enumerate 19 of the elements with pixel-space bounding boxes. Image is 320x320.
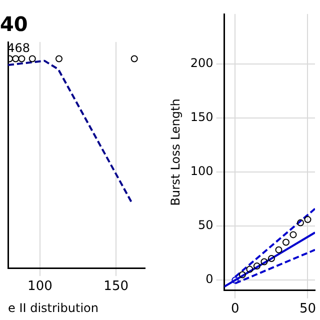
point: [238, 271, 246, 278]
point: [260, 258, 268, 266]
y-tick-label: 150: [190, 110, 214, 124]
y-tick-label: 50: [198, 218, 214, 232]
chart-title: 40: [0, 12, 28, 36]
y-tick-label: 100: [190, 164, 214, 178]
y-tick-label: 200: [190, 56, 214, 70]
point: [246, 266, 254, 273]
point: [232, 276, 239, 284]
point: [268, 254, 275, 262]
point: [253, 262, 260, 270]
y-axis-title: Burst Loss Length: [168, 98, 182, 206]
point: [282, 238, 290, 246]
annotation: 468: [7, 40, 30, 55]
point: [275, 246, 282, 254]
point: [290, 231, 297, 238]
point: [296, 219, 304, 226]
point: [304, 216, 312, 224]
x-axis-title: e II distribution: [8, 300, 98, 315]
